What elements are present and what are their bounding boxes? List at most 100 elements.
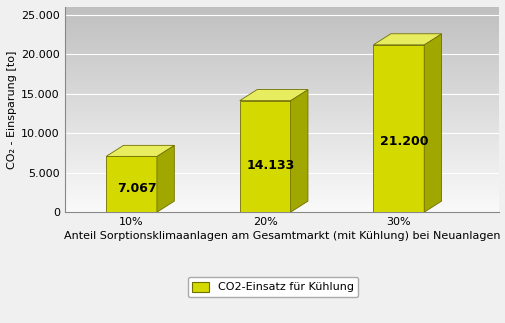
Bar bbox=[65, 204, 498, 205]
Bar bbox=[65, 98, 498, 99]
Bar bbox=[65, 207, 498, 208]
Bar bbox=[65, 172, 498, 173]
Bar bbox=[65, 54, 498, 55]
Bar bbox=[65, 135, 498, 136]
Bar bbox=[65, 100, 498, 101]
Bar bbox=[65, 22, 498, 23]
Bar bbox=[65, 203, 498, 204]
X-axis label: Anteil Sorptionsklimaanlagen am Gesamtmarkt (mit Kühlung) bei Neuanlagen: Anteil Sorptionsklimaanlagen am Gesamtma… bbox=[64, 231, 499, 241]
Polygon shape bbox=[423, 34, 441, 212]
Bar bbox=[65, 89, 498, 90]
Bar bbox=[65, 95, 498, 96]
Y-axis label: CO₂ - Einsparung [to]: CO₂ - Einsparung [to] bbox=[7, 50, 17, 169]
Bar bbox=[65, 82, 498, 83]
Bar bbox=[65, 184, 498, 185]
Bar bbox=[65, 150, 498, 151]
Text: 7.067: 7.067 bbox=[117, 182, 156, 195]
Bar bbox=[65, 175, 498, 176]
Bar bbox=[65, 63, 498, 64]
Bar bbox=[65, 176, 498, 177]
Bar bbox=[65, 84, 498, 85]
Bar bbox=[65, 9, 498, 10]
Bar bbox=[239, 101, 290, 212]
Bar bbox=[65, 29, 498, 31]
Bar bbox=[65, 131, 498, 132]
Bar bbox=[65, 186, 498, 188]
Bar bbox=[65, 21, 498, 22]
Bar bbox=[65, 161, 498, 162]
Bar bbox=[65, 17, 498, 18]
Bar bbox=[65, 11, 498, 12]
Bar bbox=[65, 205, 498, 206]
Bar bbox=[65, 126, 498, 127]
Bar bbox=[65, 107, 498, 108]
Bar bbox=[65, 170, 498, 171]
Bar bbox=[65, 96, 498, 97]
Bar bbox=[65, 210, 498, 211]
Bar bbox=[65, 208, 498, 209]
Bar bbox=[65, 69, 498, 70]
Bar bbox=[65, 41, 498, 42]
Bar bbox=[65, 134, 498, 135]
Bar bbox=[65, 51, 498, 52]
Bar bbox=[65, 163, 498, 164]
Bar bbox=[65, 122, 498, 123]
Bar bbox=[65, 129, 498, 130]
Bar bbox=[65, 75, 498, 76]
Bar bbox=[65, 148, 498, 149]
Bar bbox=[65, 156, 498, 157]
Bar bbox=[65, 59, 498, 60]
Bar bbox=[65, 90, 498, 91]
Bar bbox=[65, 68, 498, 69]
Bar bbox=[65, 48, 498, 49]
Bar bbox=[65, 45, 498, 46]
Bar bbox=[65, 10, 498, 11]
Bar bbox=[65, 127, 498, 128]
Bar bbox=[65, 80, 498, 81]
Bar bbox=[65, 124, 498, 125]
Bar bbox=[65, 182, 498, 183]
Bar bbox=[65, 191, 498, 192]
Bar bbox=[65, 167, 498, 168]
Bar bbox=[65, 42, 498, 43]
Bar bbox=[65, 141, 498, 142]
Bar bbox=[65, 85, 498, 86]
Bar bbox=[65, 76, 498, 77]
Bar bbox=[65, 78, 498, 79]
Bar bbox=[65, 74, 498, 75]
Bar bbox=[65, 12, 498, 13]
Bar bbox=[65, 139, 498, 141]
Polygon shape bbox=[239, 89, 308, 101]
Bar bbox=[65, 77, 498, 78]
Bar bbox=[65, 56, 498, 57]
Bar bbox=[65, 86, 498, 87]
Polygon shape bbox=[290, 89, 308, 212]
Bar bbox=[65, 190, 498, 191]
Bar bbox=[65, 114, 498, 115]
Bar bbox=[65, 57, 498, 58]
Bar bbox=[65, 19, 498, 20]
Bar bbox=[65, 40, 498, 41]
Bar bbox=[65, 133, 498, 134]
Bar bbox=[65, 192, 498, 193]
Bar bbox=[65, 180, 498, 182]
Bar bbox=[65, 113, 498, 114]
Bar bbox=[65, 61, 498, 62]
Bar bbox=[65, 102, 498, 103]
Bar bbox=[65, 183, 498, 184]
Bar bbox=[65, 70, 498, 72]
Bar bbox=[65, 160, 498, 161]
Polygon shape bbox=[373, 34, 441, 45]
Bar bbox=[65, 73, 498, 74]
Bar bbox=[65, 155, 498, 156]
Bar bbox=[65, 137, 498, 138]
Polygon shape bbox=[106, 145, 174, 156]
Bar bbox=[65, 166, 498, 167]
Bar bbox=[65, 108, 498, 109]
Bar bbox=[65, 193, 498, 194]
Bar bbox=[65, 101, 498, 102]
Bar bbox=[65, 66, 498, 67]
Bar bbox=[65, 87, 498, 88]
Bar bbox=[65, 20, 498, 21]
Bar bbox=[65, 123, 498, 124]
